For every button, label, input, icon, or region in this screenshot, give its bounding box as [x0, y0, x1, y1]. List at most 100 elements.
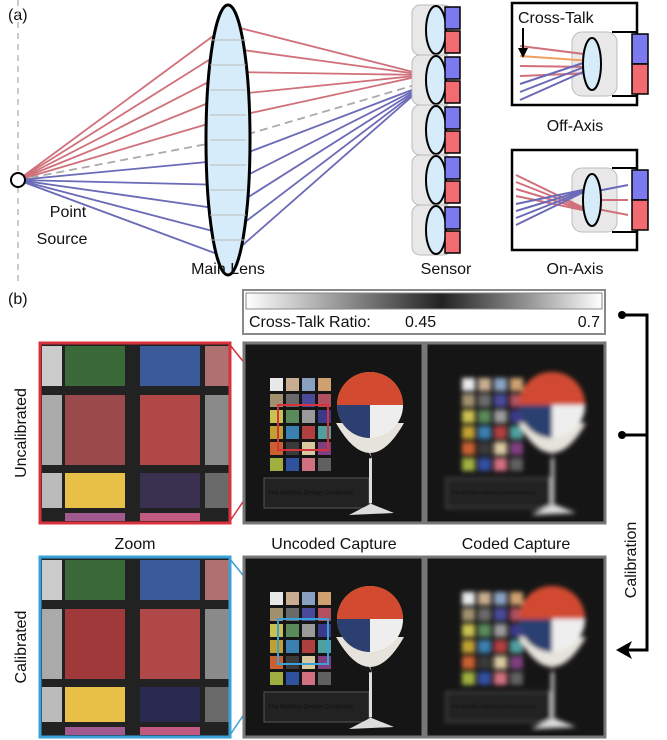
annotation: Cross-Talk — [518, 10, 595, 27]
patch — [140, 560, 200, 600]
pixel — [632, 170, 648, 200]
patch — [205, 687, 230, 722]
patch — [205, 346, 230, 386]
patch — [140, 513, 200, 521]
patch — [42, 346, 62, 386]
patch — [205, 473, 230, 508]
patch — [302, 426, 315, 439]
colorbar-title: Cross-Talk Ratio: — [249, 314, 371, 331]
patch — [270, 458, 283, 471]
patch — [462, 624, 475, 637]
patch — [65, 395, 125, 465]
patch — [65, 687, 125, 722]
pixel — [445, 207, 460, 229]
patch — [462, 378, 475, 391]
patch — [65, 727, 125, 735]
patch — [302, 640, 315, 653]
pixel — [632, 34, 648, 64]
microlens — [583, 174, 601, 226]
ray — [18, 25, 228, 180]
ray — [228, 48, 425, 75]
pixel — [445, 57, 460, 79]
patch — [302, 442, 315, 455]
microlens — [426, 156, 446, 204]
figure: (a) Point Source Main Lens Sensor Cross-… — [0, 0, 667, 740]
patch — [462, 426, 475, 439]
patch — [140, 346, 200, 386]
colorbar — [246, 293, 602, 309]
patch — [286, 672, 299, 685]
patch — [318, 410, 331, 423]
patch — [42, 395, 62, 465]
patch — [302, 592, 315, 605]
patch — [494, 608, 507, 621]
colorbar-tick: 0.45 — [405, 314, 436, 331]
patch — [270, 592, 283, 605]
patch — [302, 672, 315, 685]
patch — [302, 656, 315, 669]
patch — [140, 727, 200, 735]
panel-label: (b) — [8, 291, 28, 308]
patch — [140, 687, 200, 722]
book-title: The Multibus Design Guidebook — [450, 705, 536, 711]
patch — [205, 395, 230, 465]
patch — [42, 609, 62, 679]
dot — [618, 311, 626, 319]
pixel — [445, 131, 460, 153]
patch — [478, 442, 491, 455]
ray — [228, 85, 425, 185]
patch — [494, 592, 507, 605]
patch — [65, 346, 125, 386]
colorbar-tick: 0.7 — [578, 314, 600, 331]
patch — [510, 656, 523, 669]
arrow-label: Calibration — [623, 522, 640, 598]
pixel — [445, 7, 460, 29]
capture: The Multibus Design Guidebook — [426, 343, 605, 523]
patch — [270, 640, 283, 653]
capture: The Multibus Design Guidebook — [426, 557, 605, 737]
book-title: The Multibus Design Guidebook — [268, 491, 354, 497]
row-label: Calibrated — [13, 611, 30, 684]
patch — [318, 458, 331, 471]
point-source — [11, 173, 25, 187]
patch — [478, 592, 491, 605]
patch — [478, 458, 491, 471]
patch — [510, 442, 523, 455]
patch — [318, 656, 331, 669]
patch — [270, 426, 283, 439]
patch — [65, 560, 125, 600]
zoom — [40, 343, 278, 523]
patch — [286, 656, 299, 669]
patch — [42, 560, 62, 600]
patch — [286, 458, 299, 471]
patch — [318, 592, 331, 605]
patch — [65, 609, 125, 679]
pixel — [445, 107, 460, 129]
patch — [42, 687, 62, 722]
patch — [270, 442, 283, 455]
patch — [318, 672, 331, 685]
patch — [494, 442, 507, 455]
patch — [286, 592, 299, 605]
column-label: Coded Capture — [462, 536, 571, 553]
label: Main Lens — [191, 261, 265, 278]
patch — [318, 624, 331, 637]
pixel — [445, 81, 460, 103]
patch — [140, 395, 200, 465]
patch — [140, 609, 200, 679]
microlens — [426, 106, 446, 154]
patch — [270, 656, 283, 669]
pixel — [445, 157, 460, 179]
ray — [228, 85, 425, 235]
book-title: The Multibus Design Guidebook — [268, 705, 354, 711]
patch — [205, 609, 230, 679]
patch — [270, 672, 283, 685]
patch — [478, 426, 491, 439]
patch — [478, 656, 491, 669]
pixel — [445, 31, 460, 53]
patch — [462, 672, 475, 685]
column-label: Zoom — [115, 536, 156, 553]
capture: The Multibus Design Guidebook — [244, 557, 423, 737]
patch — [478, 672, 491, 685]
column-label: Uncoded Capture — [271, 536, 397, 553]
